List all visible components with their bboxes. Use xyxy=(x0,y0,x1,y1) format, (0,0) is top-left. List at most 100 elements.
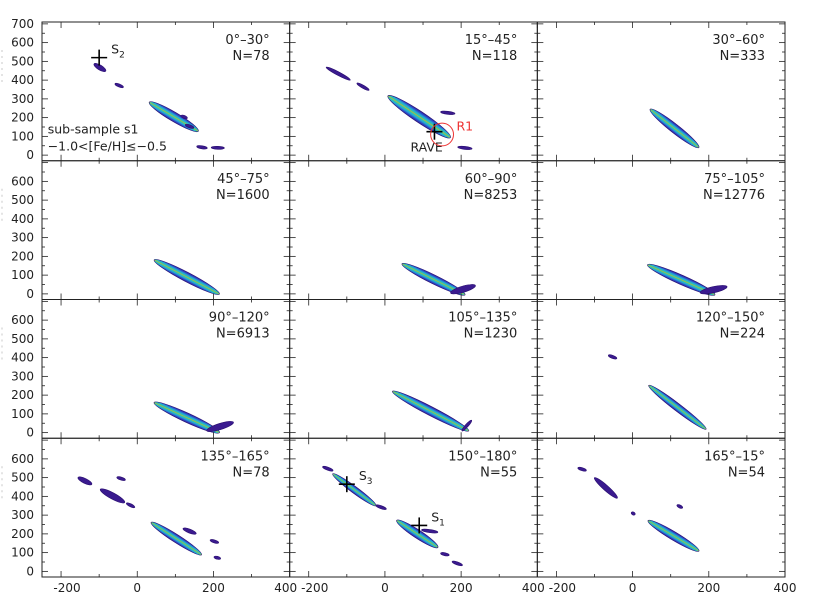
contour-blob-9-3 xyxy=(116,476,126,481)
contour-blob-5-1 xyxy=(699,285,728,295)
contour-blob-9-2 xyxy=(126,502,136,509)
y-tick-label: 100 xyxy=(11,546,34,560)
contour-blob-3-0 xyxy=(153,259,220,295)
contour-blob-11-4 xyxy=(630,511,636,516)
panel-4-angle: 60°–90° xyxy=(465,172,518,187)
panel-11: 165°–15°N=54 xyxy=(536,437,786,578)
panel-1-contours xyxy=(325,66,473,150)
panel-0-count: N=78 xyxy=(232,49,269,64)
y-tick-label: 600 xyxy=(11,36,34,50)
x-tick-label: -200 xyxy=(53,581,80,593)
panel-11-angle: 165°–15° xyxy=(704,449,765,464)
contour-blob-0-6 xyxy=(210,145,225,150)
panel-8-angle: 120°–150° xyxy=(696,311,765,326)
panel-7-count: N=1230 xyxy=(464,327,518,342)
y-tick-label: 500 xyxy=(11,471,34,485)
panel-10-contours xyxy=(322,465,463,567)
x-tick-label: 400 xyxy=(522,581,545,593)
contour-blob-11-0 xyxy=(577,466,587,472)
y-tick-label: 400 xyxy=(11,351,34,365)
panel-5: 75°–105°N=12776 xyxy=(536,160,786,300)
contour-blob-10-5 xyxy=(440,552,450,557)
contour-blob-1-1 xyxy=(356,82,370,91)
panel-9-count: N=78 xyxy=(232,465,269,480)
y-tick-label: 400 xyxy=(11,212,34,226)
y-tick-label: 200 xyxy=(11,249,34,263)
contour-blob-11-3 xyxy=(676,504,684,509)
marker-label-2: S3 xyxy=(359,468,373,487)
contour-blob-0-1 xyxy=(114,82,124,89)
y-tick-label: 600 xyxy=(11,313,34,327)
contour-blob-1-0 xyxy=(325,66,351,81)
x-tick-label: 200 xyxy=(697,581,720,593)
y-tick-label: 500 xyxy=(11,193,34,207)
y-tick-label: 200 xyxy=(11,527,34,541)
panel-4-count: N=8253 xyxy=(464,188,518,203)
panel-7-angle: 105°–135° xyxy=(448,311,517,326)
y-tick-label: 0 xyxy=(26,287,34,301)
y-tick-label: 600 xyxy=(11,452,34,466)
marker-0: S2 xyxy=(91,42,125,66)
y-tick-label: 0 xyxy=(26,148,34,162)
panel-3-count: N=1600 xyxy=(216,188,270,203)
subsample-condition: −1.0<[Fe/H]≤−0.5 xyxy=(48,138,167,153)
x-tick-label: 400 xyxy=(274,581,297,593)
marker-label-0: S2 xyxy=(111,42,125,61)
panel-3: 45°–75°N=1600 xyxy=(41,160,291,300)
y-tick-label: 300 xyxy=(11,508,34,522)
panel-2-count: N=333 xyxy=(720,49,765,64)
contour-blob-2-0 xyxy=(649,108,700,149)
panel-6: 90°–120°N=6913 xyxy=(41,299,291,439)
contour-blob-6-1 xyxy=(206,421,234,432)
panel-10: 150°–180°N=55 xyxy=(289,437,538,578)
panel-9: 135°–165°N=78 xyxy=(41,437,291,578)
contour-blob-10-0 xyxy=(322,465,334,472)
y-tick-label: 0 xyxy=(26,426,34,440)
contour-blob-9-0 xyxy=(77,476,93,486)
x-tick-label: 200 xyxy=(450,581,473,593)
y-tick-label: 0 xyxy=(26,564,34,578)
panel-1-count: N=118 xyxy=(472,49,517,64)
contour-blob-11-2 xyxy=(647,519,700,552)
y-tick-label: 500 xyxy=(11,54,34,68)
panel-8-contours xyxy=(608,354,707,430)
contour-blob-7-1 xyxy=(461,419,473,432)
contour-blob-0-3 xyxy=(180,114,188,120)
y-tick-label: 100 xyxy=(11,407,34,421)
panel-5-angle: 75°–105° xyxy=(704,172,765,187)
contour-blob-9-7 xyxy=(213,555,221,560)
contour-blob-9-1 xyxy=(99,488,126,504)
panel-0-contours xyxy=(93,63,225,150)
contour-blob-0-2 xyxy=(148,101,199,133)
panel-7: 105°–135°N=1230 xyxy=(289,299,538,439)
x-tick-label: 0 xyxy=(381,581,389,593)
y-tick-label: 300 xyxy=(11,92,34,106)
y-tick-label: 700 xyxy=(11,17,34,31)
panel-10-angle: 150°–180° xyxy=(448,449,517,464)
contour-blob-8-1 xyxy=(648,384,707,430)
contour-blob-10-2 xyxy=(375,504,387,510)
marker-label-3: S1 xyxy=(431,509,445,528)
contour-blob-1-4 xyxy=(457,145,473,150)
contour-blob-10-6 xyxy=(451,560,463,567)
contour-blob-10-4 xyxy=(421,528,439,534)
x-tick-label: 400 xyxy=(774,581,797,593)
x-tick-label: -200 xyxy=(549,581,576,593)
panel-11-count: N=54 xyxy=(728,465,765,480)
y-tick-label: 200 xyxy=(11,388,34,402)
contour-blob-1-3 xyxy=(440,110,456,115)
panel-10-count: N=55 xyxy=(480,465,517,480)
panel-11-contours xyxy=(577,466,700,552)
x-tick-label: 0 xyxy=(629,581,637,593)
contour-blob-9-6 xyxy=(209,539,220,544)
contour-blob-5-0 xyxy=(647,263,716,296)
x-tick-label: 0 xyxy=(133,581,141,593)
panel-9-contours xyxy=(77,476,221,560)
r1-label: R1 xyxy=(457,119,474,134)
panel-9-angle: 135°–165° xyxy=(201,449,270,464)
contour-blob-8-0 xyxy=(608,354,618,360)
contour-blob-0-0 xyxy=(93,63,107,72)
contour-blob-4-0 xyxy=(401,262,466,296)
panel-6-count: N=6913 xyxy=(216,327,270,342)
panel-3-contours xyxy=(153,259,220,295)
